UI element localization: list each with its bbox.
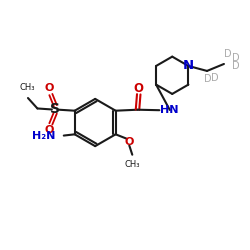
Text: O: O: [134, 82, 144, 95]
Text: O: O: [45, 125, 54, 135]
Text: D: D: [204, 74, 212, 84]
Text: H₂N: H₂N: [32, 131, 56, 141]
Text: O: O: [125, 137, 134, 147]
Text: D: D: [232, 62, 240, 72]
Text: HN: HN: [160, 105, 179, 115]
Text: S: S: [50, 102, 60, 117]
Text: D: D: [224, 48, 232, 58]
Text: CH₃: CH₃: [125, 160, 140, 169]
Text: D: D: [232, 53, 240, 63]
Text: O: O: [45, 83, 54, 93]
Text: N: N: [183, 59, 194, 72]
Text: D: D: [211, 73, 219, 83]
Text: CH₃: CH₃: [19, 83, 35, 92]
